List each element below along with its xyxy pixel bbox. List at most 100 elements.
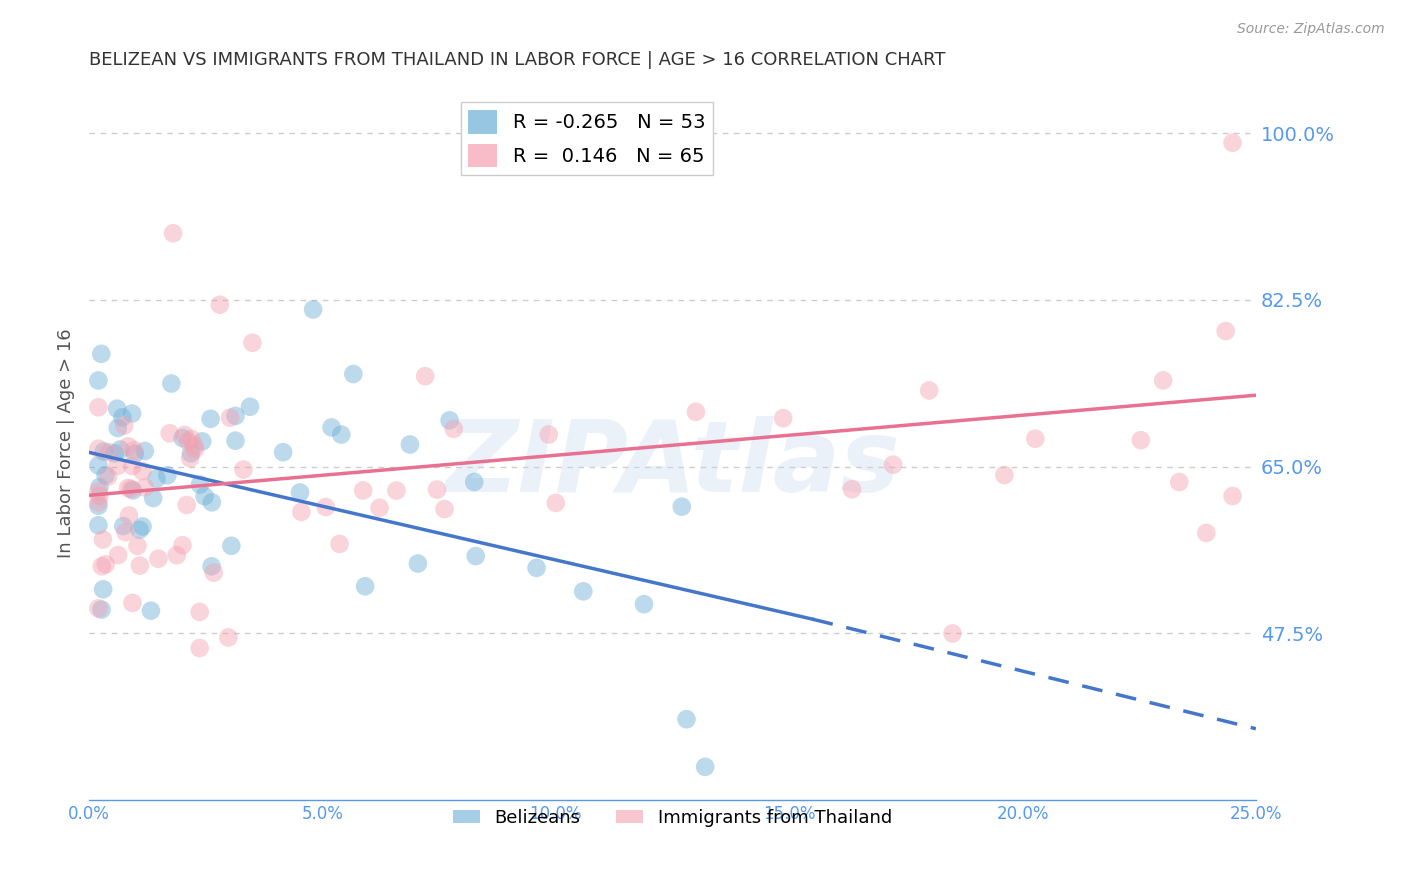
Point (321, 420, 343, 434)
Point (91, 582, 114, 597)
Point (544, 496, 567, 510)
Text: BELIZEAN VS IMMIGRANTS FROM THAILAND IN LABOR FORCE | AGE > 16 CORRELATION CHART: BELIZEAN VS IMMIGRANTS FROM THAILAND IN … (89, 51, 946, 69)
Point (201, 495, 224, 509)
Point (330, 427, 353, 442)
Point (162, 226, 184, 240)
Point (685, 405, 707, 419)
Point (177, 434, 200, 449)
Point (202, 566, 225, 580)
Point (107, 548, 129, 562)
Point (87, 401, 110, 415)
Point (918, 384, 941, 398)
Point (131, 464, 153, 478)
Point (128, 558, 150, 573)
Point (89, 489, 111, 503)
Point (87, 601, 110, 615)
Point (993, 468, 1015, 483)
Point (208, 298, 231, 312)
Point (110, 442, 132, 457)
Point (93, 444, 115, 458)
Point (107, 458, 129, 473)
Point (941, 626, 963, 640)
Point (160, 376, 183, 391)
Point (239, 400, 262, 414)
Point (98, 445, 121, 459)
Point (117, 439, 139, 453)
Point (134, 444, 156, 458)
Point (94, 468, 117, 483)
Point (176, 498, 198, 512)
Point (180, 432, 202, 446)
Point (385, 483, 408, 498)
Point (120, 482, 142, 496)
Point (156, 468, 179, 483)
Point (90, 602, 112, 616)
Point (188, 605, 211, 619)
Point (139, 604, 162, 618)
Point (188, 477, 211, 491)
Y-axis label: In Labor Force | Age > 16: In Labor Force | Age > 16 (58, 328, 75, 558)
Point (121, 407, 143, 421)
Point (128, 523, 150, 537)
Point (200, 412, 222, 426)
Point (134, 480, 156, 494)
Point (180, 446, 202, 460)
Point (841, 482, 863, 496)
Point (184, 442, 207, 457)
Point (145, 472, 167, 486)
Point (1168, 475, 1191, 489)
Point (90, 559, 112, 574)
Point (413, 369, 436, 384)
Point (201, 559, 224, 574)
Point (87, 495, 110, 509)
Point (224, 434, 246, 448)
Point (188, 641, 211, 656)
Point (354, 579, 377, 593)
Point (232, 462, 254, 476)
Point (675, 712, 697, 726)
Point (87, 499, 110, 513)
Point (91, 533, 114, 547)
Point (695, 760, 717, 774)
Point (94, 558, 117, 572)
Text: ZIPAtlas: ZIPAtlas (446, 416, 900, 513)
Point (111, 410, 134, 425)
Point (439, 413, 461, 427)
Point (112, 418, 135, 433)
Point (127, 539, 149, 553)
Point (315, 500, 337, 514)
Point (87, 374, 110, 388)
Point (148, 551, 170, 566)
Point (105, 401, 128, 416)
Point (633, 597, 655, 611)
Point (90, 347, 112, 361)
Point (221, 539, 243, 553)
Point (433, 502, 456, 516)
Point (121, 596, 143, 610)
Point (191, 434, 214, 449)
Point (87, 442, 110, 456)
Point (271, 445, 294, 459)
Point (87, 484, 110, 499)
Point (882, 458, 904, 472)
Point (526, 561, 548, 575)
Point (142, 491, 165, 505)
Point (87, 458, 110, 473)
Point (122, 443, 145, 458)
Point (172, 431, 194, 445)
Point (114, 524, 136, 539)
Point (104, 446, 127, 460)
Point (290, 505, 312, 519)
Point (131, 519, 153, 533)
Point (1222, 136, 1244, 150)
Point (368, 500, 391, 515)
Point (463, 475, 485, 489)
Point (302, 302, 325, 317)
Point (97, 469, 120, 483)
Point (89, 480, 111, 494)
Point (399, 437, 422, 451)
Point (225, 409, 247, 423)
Point (1195, 525, 1218, 540)
Point (121, 459, 143, 474)
Point (107, 421, 129, 435)
